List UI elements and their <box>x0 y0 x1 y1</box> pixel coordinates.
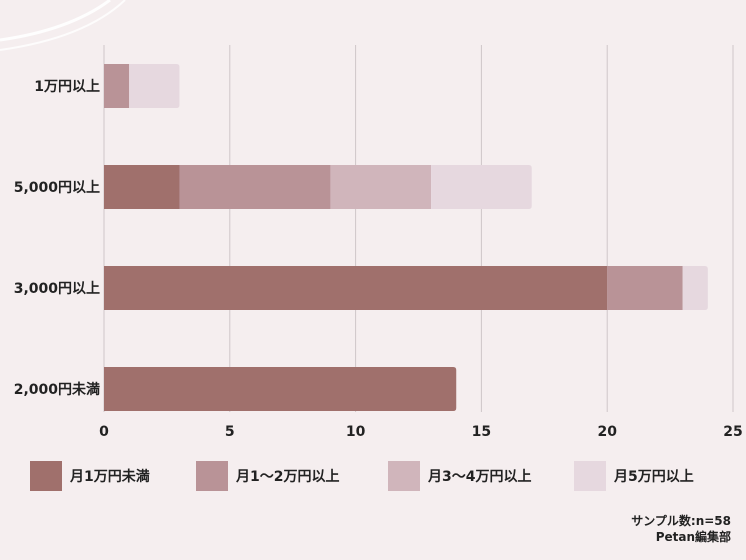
x-tick-label: 0 <box>99 424 109 440</box>
bar-segment-2-1 <box>607 266 683 310</box>
x-tick-label: 10 <box>346 424 366 440</box>
bar-segment-2-3 <box>682 266 708 310</box>
source-note: Petan編集部 <box>656 529 731 544</box>
bars <box>104 64 708 411</box>
sample-size-note: サンプル数:n=58 <box>631 513 731 528</box>
bar-segment-2-0 <box>104 266 608 310</box>
bar-segment-1-0 <box>104 165 180 209</box>
bar-segment-1-1 <box>179 165 331 209</box>
x-tick-labels: 0 5 10 15 20 25 <box>99 424 743 440</box>
category-label: 1万円以上 <box>34 79 100 95</box>
category-label: 5,000円以上 <box>14 180 100 196</box>
legend-label: 月5万円以上 <box>613 469 694 485</box>
legend-swatch <box>30 461 62 491</box>
legend-label: 月3〜4万円以上 <box>427 469 531 485</box>
x-tick-label: 25 <box>723 424 742 440</box>
bar-segment-3-0 <box>104 367 457 411</box>
x-tick-label: 20 <box>597 424 617 440</box>
bar-segment-1-3 <box>431 165 532 209</box>
bar-segment-0-3 <box>129 64 180 108</box>
category-label: 2,000円未満 <box>14 381 100 398</box>
x-tick-label: 15 <box>472 424 491 440</box>
category-labels: 1万円以上 5,000円以上 3,000円以上 2,000円未満 <box>14 79 100 398</box>
legend: 月1万円未満 月1〜2万円以上 月3〜4万円以上 月5万円以上 <box>30 461 694 491</box>
bar-segment-0-1 <box>104 64 130 108</box>
x-tick-label: 5 <box>225 424 235 440</box>
legend-label: 月1〜2万円以上 <box>235 469 339 485</box>
legend-swatch <box>388 461 420 491</box>
category-label: 3,000円以上 <box>14 281 100 297</box>
legend-swatch <box>196 461 228 491</box>
gridlines <box>103 45 734 412</box>
legend-label: 月1万円未満 <box>69 468 150 485</box>
legend-swatch <box>574 461 606 491</box>
corner-decoration <box>0 0 126 51</box>
bar-segment-1-2 <box>330 165 432 209</box>
